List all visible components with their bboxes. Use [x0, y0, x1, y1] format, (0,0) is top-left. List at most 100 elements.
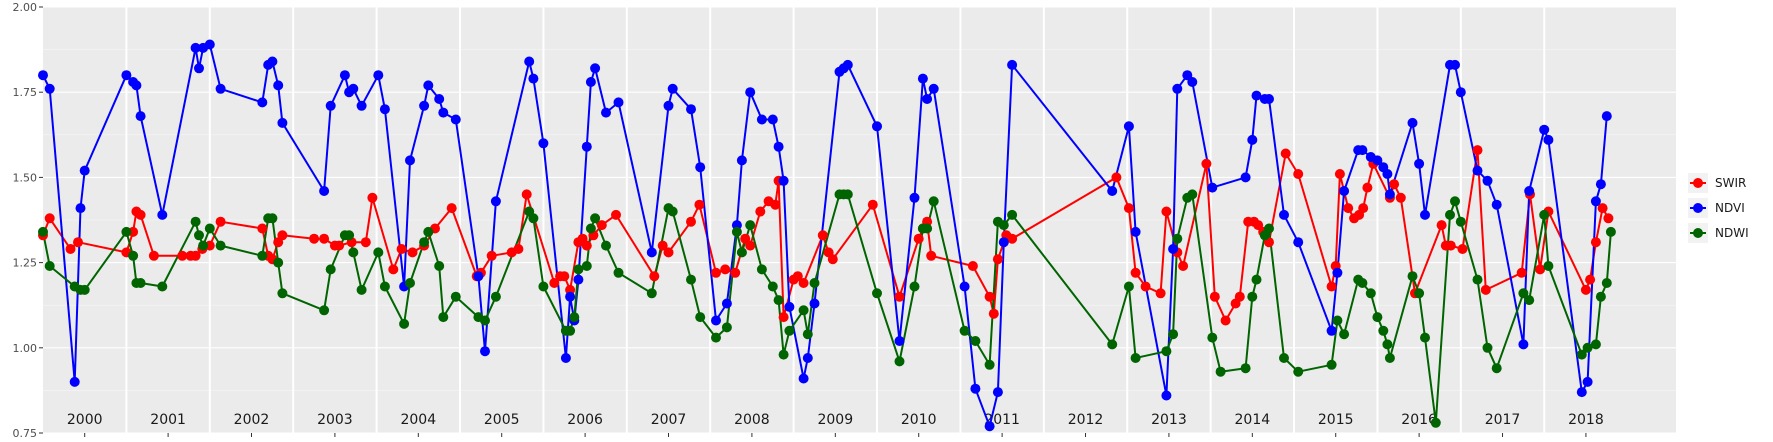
data-point-ndwi: [802, 329, 813, 340]
data-point-ndwi: [79, 284, 90, 295]
data-point-ndwi: [1240, 363, 1251, 374]
year-label: 2012: [1068, 412, 1104, 428]
data-point-ndwi: [1293, 366, 1304, 377]
data-point-swir: [559, 271, 570, 282]
data-point-ndwi: [450, 291, 461, 302]
data-point-ndwi: [695, 312, 706, 323]
data-point-ndwi: [809, 278, 820, 288]
data-point-ndvi: [1247, 134, 1258, 145]
data-point-ndwi: [1595, 291, 1606, 302]
data-point-ndwi: [480, 315, 490, 326]
data-point-ndvi: [44, 83, 55, 94]
year-label: 2000: [67, 412, 103, 428]
data-point-ndwi: [767, 281, 778, 292]
data-point-ndwi: [842, 189, 853, 200]
data-point-ndvi: [434, 94, 445, 104]
data-point-swir: [1358, 203, 1369, 214]
data-point-ndwi: [1187, 189, 1198, 200]
data-point-swir: [745, 240, 756, 251]
data-point-ndvi: [1168, 244, 1179, 254]
data-point-ndwi: [1007, 209, 1018, 220]
data-point-ndvi: [1123, 121, 1134, 132]
data-point-ndvi: [928, 83, 939, 94]
data-point-swir: [755, 206, 766, 217]
data-point-swir: [1007, 233, 1018, 244]
data-point-swir: [1472, 145, 1483, 156]
data-point-ndvi: [1414, 158, 1425, 169]
data-point-ndwi: [998, 220, 1009, 231]
data-point-swir: [1334, 169, 1345, 179]
data-point-ndwi: [1491, 363, 1502, 374]
data-point-ndwi: [1384, 353, 1395, 363]
data-point-ndwi: [528, 213, 539, 224]
data-point-ndwi: [581, 261, 592, 271]
data-point-ndvi: [809, 298, 820, 309]
data-point-ndvi: [215, 83, 226, 94]
data-point-ndvi: [325, 100, 336, 111]
year-label: 2003: [317, 412, 353, 428]
data-point-swir: [1516, 267, 1527, 278]
data-point-ndvi: [1491, 199, 1502, 210]
data-point-ndvi: [1590, 196, 1601, 207]
data-point-ndwi: [273, 257, 284, 268]
data-point-ndvi: [79, 165, 90, 176]
data-point-swir: [1123, 203, 1134, 214]
year-label: 2005: [484, 412, 520, 428]
data-point-swir: [73, 237, 83, 248]
data-point-ndvi: [1172, 83, 1183, 94]
year-label: 2013: [1151, 412, 1187, 428]
data-point-ndvi: [784, 301, 795, 312]
data-point-ndvi: [773, 141, 784, 152]
data-point-ndwi: [157, 281, 168, 292]
y-axis: 0.75 1.00 1.25 1.50 1.75 2.00: [13, 1, 43, 440]
data-point-ndvi: [1007, 59, 1018, 70]
data-point-ndvi: [38, 70, 48, 81]
data-point-ndwi: [215, 240, 226, 251]
data-point-ndvi: [190, 42, 201, 53]
data-point-ndwi: [1168, 329, 1179, 340]
data-point-ndwi: [1407, 271, 1418, 282]
data-point-ndvi: [565, 291, 576, 302]
data-point-ndvi: [756, 114, 767, 125]
data-point-swir: [649, 271, 660, 282]
year-label: 2014: [1235, 412, 1271, 428]
data-point-ndwi: [1339, 329, 1350, 340]
data-point-ndwi: [194, 230, 204, 241]
data-point-swir: [1209, 291, 1220, 302]
data-point-ndwi: [613, 267, 624, 278]
data-point-ndvi: [1251, 90, 1262, 101]
data-point-ndwi: [1247, 291, 1258, 302]
data-point-ndwi: [1430, 417, 1441, 428]
data-point-ndwi: [1605, 226, 1616, 237]
data-point-swir: [1178, 261, 1189, 271]
data-point-ndvi: [1455, 87, 1466, 98]
data-point-ndvi: [473, 271, 484, 282]
data-point-ndvi: [1601, 111, 1612, 122]
data-point-ndvi: [581, 141, 592, 152]
data-point-swir: [319, 233, 330, 244]
data-point-ndvi: [423, 80, 434, 91]
data-point-ndvi: [1539, 124, 1550, 135]
data-point-ndvi: [1420, 209, 1430, 220]
data-point-ndwi: [379, 281, 390, 292]
data-point-ndwi: [1524, 295, 1535, 306]
data-point-ndwi: [128, 250, 139, 261]
data-point-swir: [894, 291, 905, 302]
data-point-ndwi: [267, 213, 278, 224]
y-tick-label: 1.75: [13, 86, 38, 99]
data-point-swir: [1445, 240, 1456, 251]
data-point-ndvi: [277, 117, 288, 128]
data-point-ndvi: [356, 100, 367, 111]
data-point-swir: [792, 271, 803, 282]
data-point-swir: [309, 233, 320, 244]
data-point-ndvi: [767, 114, 778, 125]
data-point-ndwi: [1172, 233, 1183, 244]
data-point-ndwi: [1279, 353, 1289, 363]
data-point-ndwi: [344, 230, 355, 241]
data-point-ndwi: [325, 264, 336, 275]
data-point-swir: [867, 199, 878, 210]
data-point-ndvi: [1357, 145, 1368, 156]
y-tick-label: 1.25: [13, 257, 38, 270]
data-point-ndwi: [1382, 339, 1393, 350]
data-point-ndwi: [190, 216, 201, 227]
